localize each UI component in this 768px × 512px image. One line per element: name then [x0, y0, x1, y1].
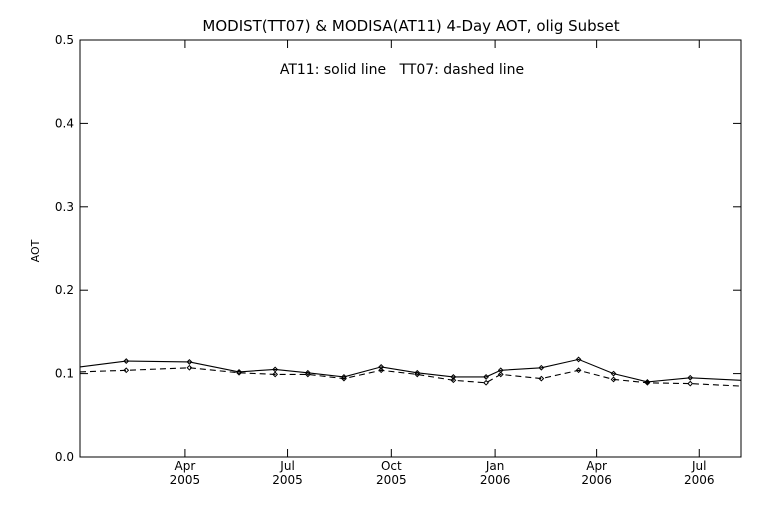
x-tick-year: 2005: [376, 473, 407, 487]
data-point-tt07: [687, 380, 694, 387]
data-point-at11: [304, 369, 311, 376]
data-point-at11: [538, 364, 545, 371]
data-point-tt07: [378, 367, 385, 374]
axes: 0.00.10.20.30.40.5Apr2005Jul2005Oct2005J…: [55, 33, 742, 487]
y-tick-label: 0.2: [55, 283, 74, 297]
data-point-at11: [123, 358, 130, 364]
y-tick-label: 0.0: [55, 450, 74, 464]
data-point-tt07: [236, 369, 242, 376]
chart-title: MODIST(TT07) & MODISA(AT11) 4-Day AOT, o…: [202, 17, 619, 35]
series-line-at11: [79, 358, 742, 383]
data-point-tt07: [272, 371, 279, 378]
x-tick-month: Jul: [691, 459, 706, 473]
y-tick-label: 0.3: [55, 200, 74, 214]
x-tick-month: Apr: [586, 459, 607, 473]
plot-frame: [79, 39, 742, 458]
data-point-tt07: [497, 371, 504, 378]
data-point-tt07: [610, 376, 617, 383]
data-point-tt07: [644, 379, 651, 386]
data-point-at11: [644, 379, 651, 385]
data-point-tt07: [575, 367, 582, 374]
y-tick-label: 0.5: [55, 33, 74, 47]
data-point-tt07: [414, 371, 421, 378]
data-point-at11: [575, 356, 582, 363]
x-tick-month: Jan: [485, 459, 505, 473]
x-tick-month: Oct: [381, 459, 402, 473]
data-point-at11: [687, 374, 694, 381]
data-point-at11: [483, 374, 489, 380]
y-tick-label: 0.4: [55, 116, 74, 130]
data-point-tt07: [483, 379, 489, 386]
line-style-note: AT11: solid line TT07: dashed line: [280, 62, 524, 78]
x-tick-year: 2006: [581, 473, 612, 487]
data-point-tt07: [538, 375, 545, 382]
data-point-tt07: [186, 364, 193, 371]
data-point-at11: [186, 359, 193, 365]
data-point-at11: [236, 369, 242, 375]
y-tick-label: 0.1: [55, 367, 74, 381]
x-tick-month: Apr: [175, 459, 196, 473]
data-point-tt07: [123, 367, 130, 374]
x-tick-month: Jul: [279, 459, 294, 473]
data-point-tt07: [450, 377, 457, 384]
data-point-at11: [450, 374, 457, 380]
x-tick-year: 2006: [480, 473, 511, 487]
data-point-tt07: [304, 371, 311, 378]
x-tick-year: 2005: [272, 473, 303, 487]
series-line-tt07: [79, 367, 742, 387]
data-point-tt07: [341, 375, 347, 382]
series-layer: [79, 356, 742, 387]
data-point-at11: [414, 369, 421, 376]
x-tick-year: 2005: [170, 473, 201, 487]
data-point-at11: [610, 370, 617, 377]
y-axis-label: AOT: [29, 239, 42, 262]
data-point-at11: [378, 364, 385, 370]
x-tick-year: 2006: [684, 473, 715, 487]
